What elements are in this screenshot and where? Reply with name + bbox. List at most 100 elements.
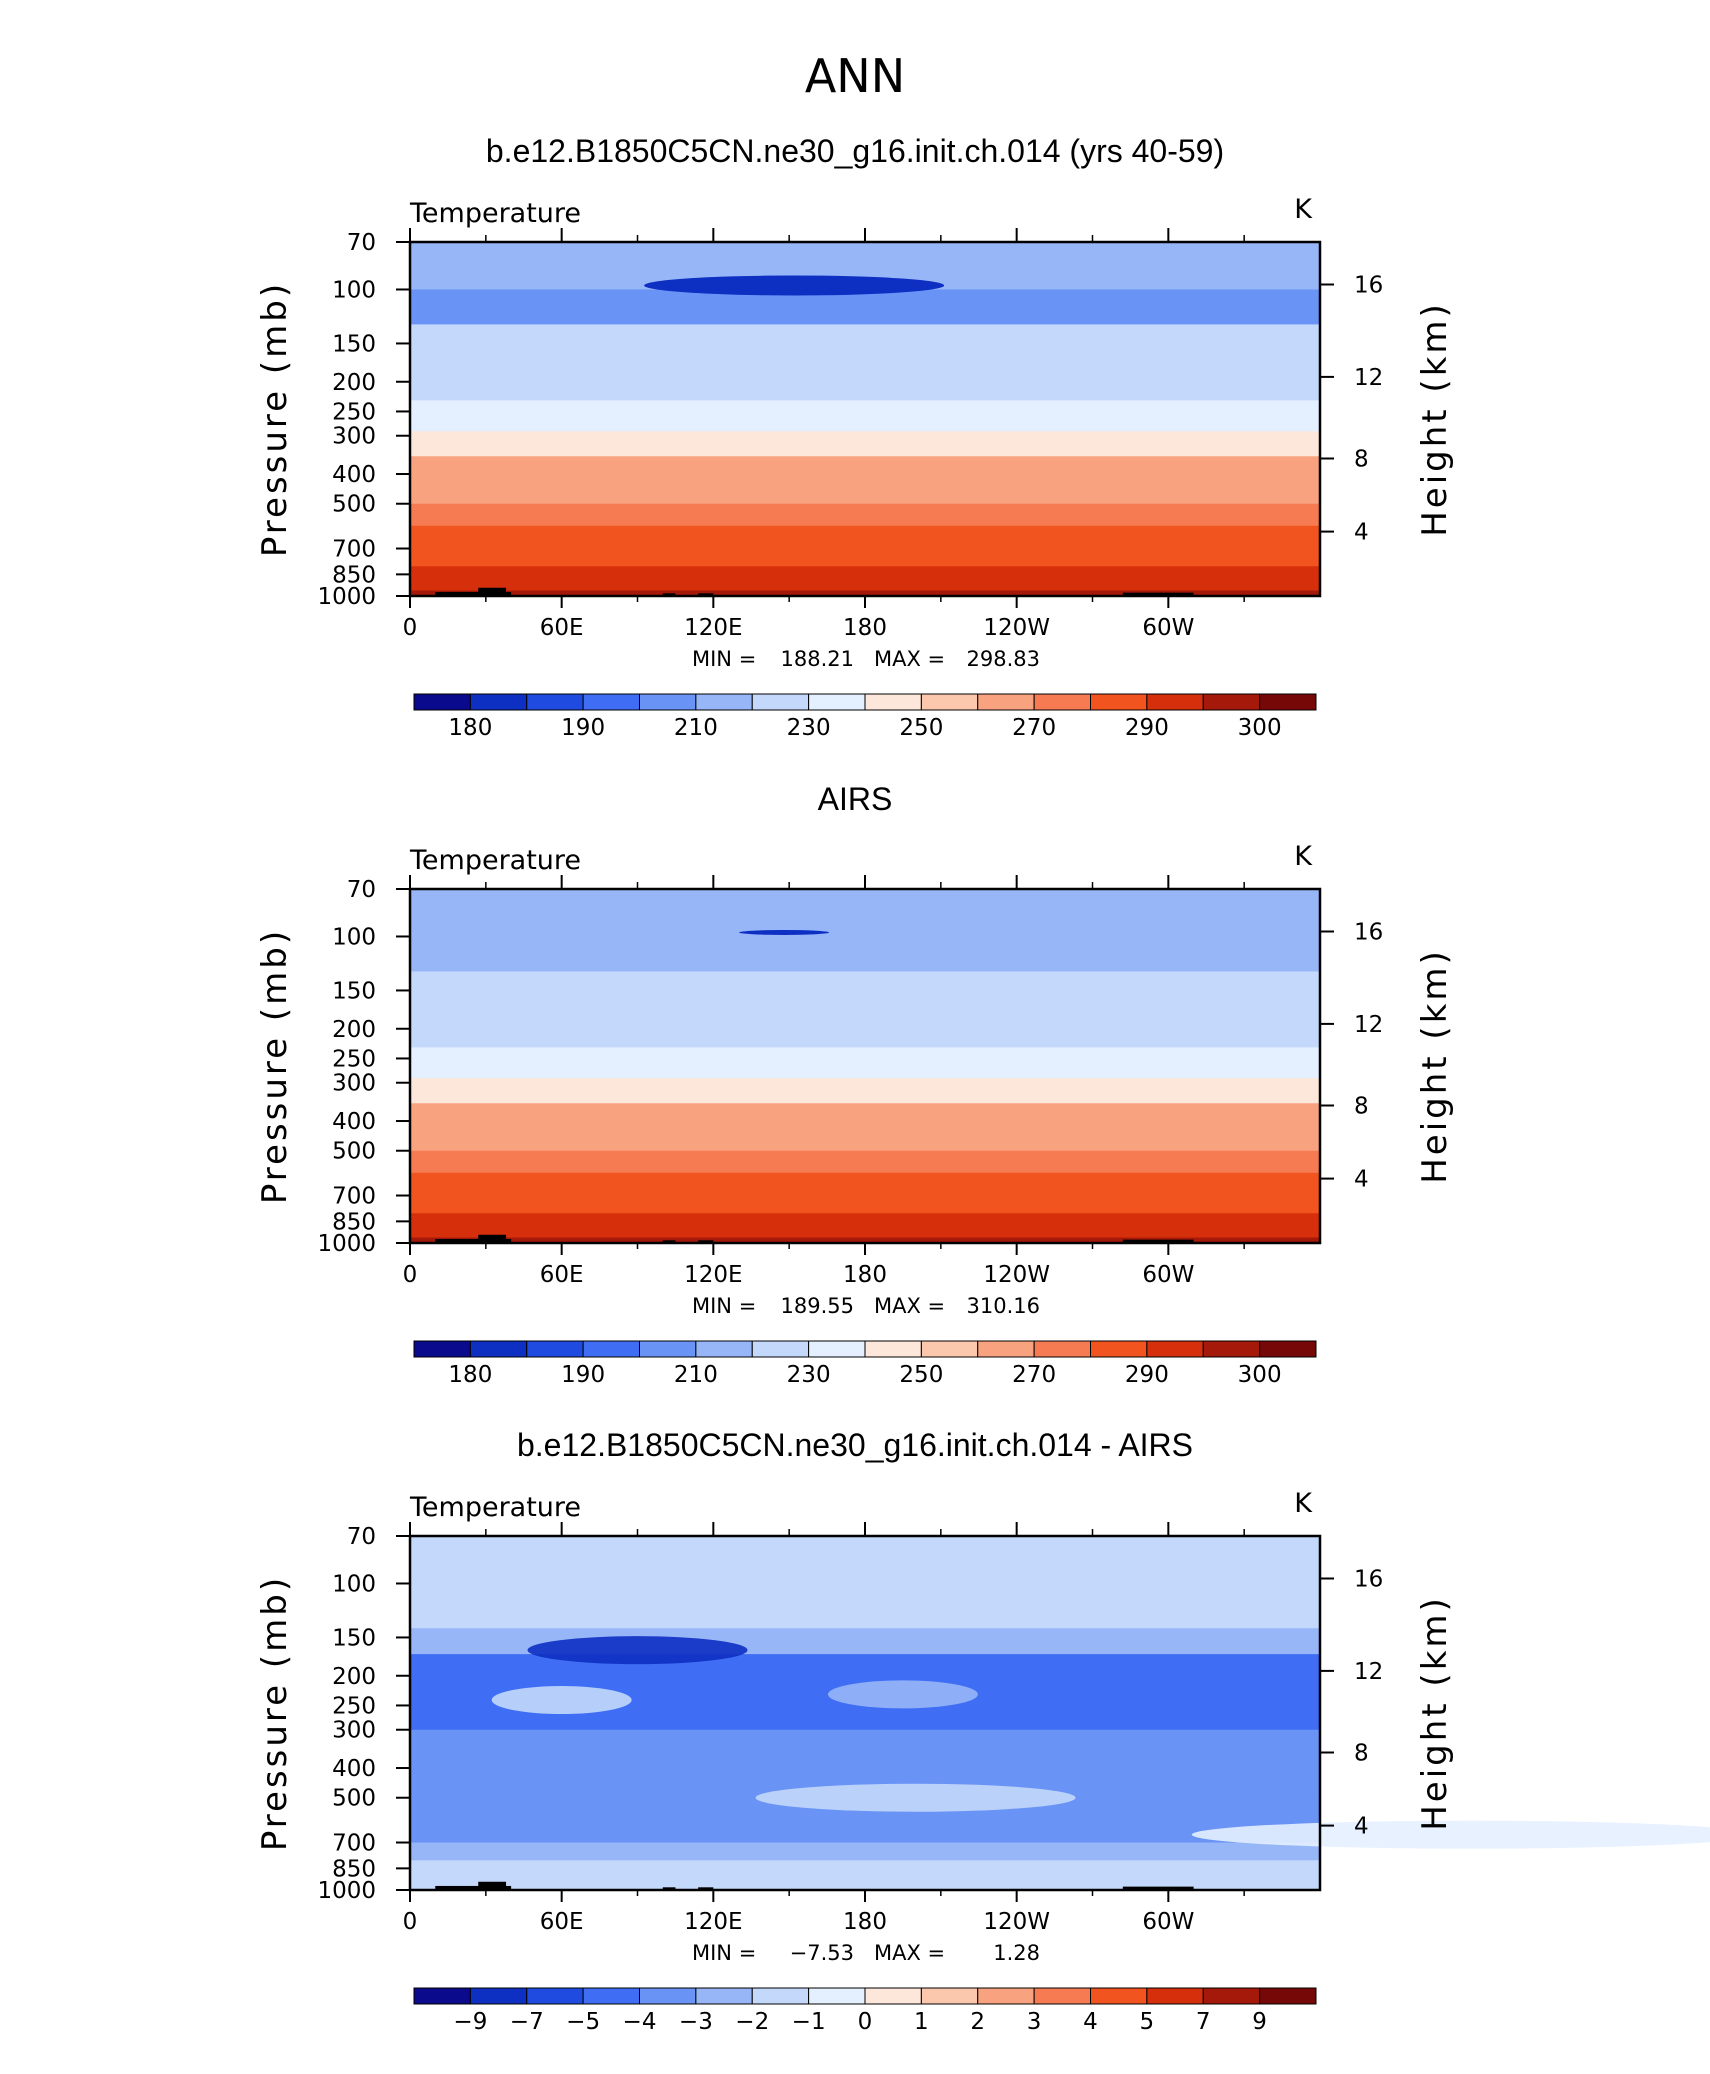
colorbar-tick-label: 180 <box>448 715 492 741</box>
contour-band <box>410 1172 1320 1197</box>
contour-band <box>410 889 1320 938</box>
anomaly-contour <box>491 1686 632 1715</box>
colorbar-swatch <box>920 693 979 711</box>
land-mask <box>478 1234 507 1243</box>
min-value: −7.53 <box>790 1941 854 1965</box>
contour-band <box>410 480 1320 505</box>
colorbar-swatch <box>864 1340 922 1358</box>
cold-core-contour <box>739 929 830 935</box>
x-tick-label: 180 <box>843 1262 887 1288</box>
y2-tick-label: 4 <box>1354 520 1369 546</box>
land-mask <box>662 1240 676 1243</box>
y-tick-label: 70 <box>347 1524 376 1550</box>
y-tick-label: 500 <box>332 1786 376 1812</box>
colorbar-swatch <box>639 693 697 711</box>
y2-axis-label: Height (km) <box>1415 1595 1455 1831</box>
colorbar-tick-label: 9 <box>1252 2009 1267 2035</box>
land-mask <box>698 1887 714 1890</box>
y2-axis-label: Height (km) <box>1415 948 1455 1184</box>
max-label: MAX = <box>874 647 945 671</box>
x-tick-label: 180 <box>843 615 887 641</box>
panel-3: b.e12.B1850C5CN.ne30_g16.init.ch.014 - A… <box>255 1427 1710 2035</box>
y-tick-label: 300 <box>332 1071 376 1097</box>
y2-tick-label: 8 <box>1354 447 1369 473</box>
contour-band <box>410 400 1320 432</box>
contour-band <box>410 590 1320 597</box>
colorbar-tick-label: 270 <box>1012 715 1056 741</box>
anomaly-contour <box>827 1680 978 1709</box>
max-value: 298.83 <box>967 647 1040 671</box>
colorbar-tick-label: 210 <box>674 715 718 741</box>
min-label: MIN = <box>692 647 756 671</box>
x-tick-label: 60W <box>1142 615 1194 641</box>
y2-tick-label: 12 <box>1354 1012 1383 1038</box>
contour-band <box>410 1047 1320 1079</box>
colorbar-swatch <box>582 1340 640 1358</box>
x-tick-label: 120E <box>684 1262 742 1288</box>
colorbar-swatch <box>1090 1340 1148 1358</box>
colorbar-swatch <box>1146 1340 1204 1358</box>
colorbar-swatch <box>751 1987 810 2005</box>
panel-2: AIRS Temperature K 0 60E 120E 180 120W 60W 70 100 1… <box>255 781 1455 1388</box>
colorbar-tick-label: −7 <box>510 2009 544 2035</box>
x-tick-label: 120E <box>684 1909 742 1935</box>
contour-band <box>410 1596 1320 1629</box>
y-tick-label: 300 <box>332 424 376 450</box>
panel-title: b.e12.B1850C5CN.ne30_g16.init.ch.014 (yr… <box>486 133 1224 169</box>
y-tick-label: 1000 <box>317 584 376 610</box>
colorbar-swatch <box>582 693 640 711</box>
min-label: MIN = <box>692 1941 756 1965</box>
colorbar-swatch <box>526 693 584 711</box>
colorbar-tick-label: 230 <box>787 715 831 741</box>
contour-band <box>410 1228 1320 1239</box>
colorbar-tick-label: −1 <box>792 2009 826 2035</box>
contour-band <box>410 431 1320 457</box>
contour-band <box>410 1860 1320 1877</box>
y-tick-label: 300 <box>332 1718 376 1744</box>
y-tick-label: 100 <box>332 924 376 950</box>
y2-tick-label: 16 <box>1354 919 1383 945</box>
x-tick-label: 60W <box>1142 1262 1194 1288</box>
y-tick-label: 700 <box>332 1831 376 1857</box>
y2-tick-label: 16 <box>1354 272 1383 298</box>
y-axis-label: Pressure (mb) <box>255 1575 295 1851</box>
land-mask <box>1122 1886 1194 1890</box>
anomaly-contour <box>755 1783 1076 1812</box>
x-tick-label: 60E <box>540 1262 584 1288</box>
contour-band <box>410 1875 1320 1891</box>
colorbar-swatch <box>1202 1987 1261 2005</box>
contour-band <box>410 1150 1320 1174</box>
y-tick-label: 200 <box>332 370 376 396</box>
units-label: K <box>1294 841 1313 872</box>
panel-1: b.e12.B1850C5CN.ne30_g16.init.ch.014 (yr… <box>255 133 1455 741</box>
min-label: MIN = <box>692 1294 756 1318</box>
y-tick-label: 500 <box>332 492 376 518</box>
contour-band <box>410 525 1320 550</box>
contour-band <box>410 1237 1320 1244</box>
y-tick-label: 200 <box>332 1664 376 1690</box>
contour-band <box>410 1536 1320 1597</box>
y-tick-label: 850 <box>332 1856 376 1882</box>
land-mask <box>698 1240 714 1243</box>
colorbar-swatch <box>1259 693 1317 711</box>
colorbar-swatch <box>469 1340 528 1358</box>
colorbar-swatch <box>582 1987 640 2005</box>
colorbar-swatch <box>469 1987 528 2005</box>
variable-label: Temperature <box>409 845 581 876</box>
contour-band <box>410 289 1320 326</box>
colorbar-tick-label: 270 <box>1012 1362 1056 1388</box>
y2-tick-label: 12 <box>1354 365 1383 391</box>
colorbar: 180 190 210 230 250 270 290 300 <box>413 693 1317 741</box>
colorbar-tick-label: 250 <box>899 1362 943 1388</box>
colorbar-swatch <box>977 1987 1035 2005</box>
y-tick-label: 1000 <box>317 1231 376 1257</box>
y2-tick-label: 4 <box>1354 1167 1369 1193</box>
colorbar-swatch <box>1146 693 1204 711</box>
y-axis-label: Pressure (mb) <box>255 928 295 1204</box>
colorbar-tick-label: −5 <box>566 2009 600 2035</box>
colorbar-tick-label: 190 <box>561 715 605 741</box>
land-mask <box>1122 1239 1194 1243</box>
contour-bands <box>410 889 1320 1244</box>
y-tick-label: 500 <box>332 1139 376 1165</box>
y-tick-label: 250 <box>332 399 376 425</box>
